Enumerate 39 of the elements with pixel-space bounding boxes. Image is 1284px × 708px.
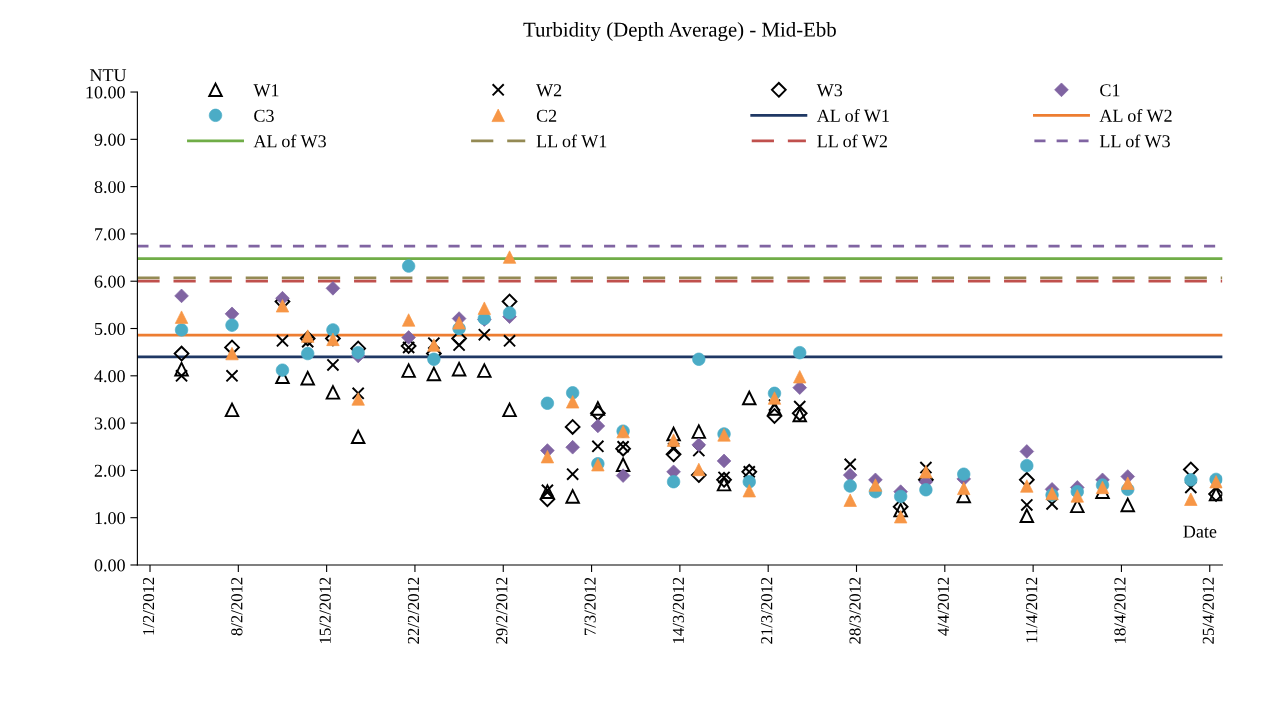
x-tick-label: 8/2/2012	[231, 577, 243, 636]
chart-title: Turbidity (Depth Average) - Mid-Ebb	[523, 22, 836, 41]
y-tick-label: 7.00	[95, 228, 125, 241]
y-tick-label: 9.00	[94, 133, 125, 146]
y-tick-label: 6.00	[94, 275, 125, 288]
legend-label: C1	[1100, 84, 1120, 97]
legend-label: LL of W1	[536, 134, 607, 148]
legend-label: W3	[816, 84, 843, 97]
y-tick-label: 1.00	[95, 511, 125, 525]
x-tick-label: 14/3/2012	[672, 577, 685, 643]
legend-label: C2	[536, 109, 557, 122]
legend-label: AL of W3	[253, 134, 326, 148]
legend-label: C3	[254, 109, 274, 122]
legend-label: W1	[253, 84, 279, 97]
y-tick-label: 4.00	[94, 370, 125, 383]
x-tick-label: 4/4/2012	[937, 577, 949, 636]
x-tick-label: 15/2/2012	[319, 577, 331, 643]
x-tick-label: 7/3/2012	[584, 577, 596, 635]
x-axis-title: Date	[1183, 525, 1217, 538]
y-tick-label: 10.00	[86, 86, 125, 99]
legend-label: AL of W2	[1099, 108, 1172, 122]
legend-label: AL of W1	[816, 108, 889, 122]
x-tick-label: 29/2/2012	[496, 577, 508, 644]
y-axis-title: NTU	[89, 69, 127, 82]
x-tick-label: 28/3/2012	[849, 577, 861, 644]
x-tick-label: 18/4/2012	[1114, 577, 1126, 643]
x-tick-label: 21/3/2012	[761, 577, 773, 644]
x-tick-label: 25/4/2012	[1202, 577, 1214, 644]
x-tick-label: 1/2/2012	[142, 577, 155, 635]
x-tick-label: 22/2/2012	[407, 577, 420, 644]
legend-label: LL of W3	[1099, 134, 1170, 148]
legend-label: W2	[536, 84, 562, 97]
y-tick-label: 5.00	[95, 322, 125, 336]
y-tick-label: 8.00	[94, 180, 125, 194]
y-tick-label: 3.00	[94, 417, 125, 430]
legend-label: LL of W2	[817, 134, 887, 148]
y-tick-label: 0.00	[94, 559, 125, 572]
y-tick-label: 2.00	[94, 464, 125, 477]
x-tick-label: 11/4/2012	[1026, 577, 1038, 643]
